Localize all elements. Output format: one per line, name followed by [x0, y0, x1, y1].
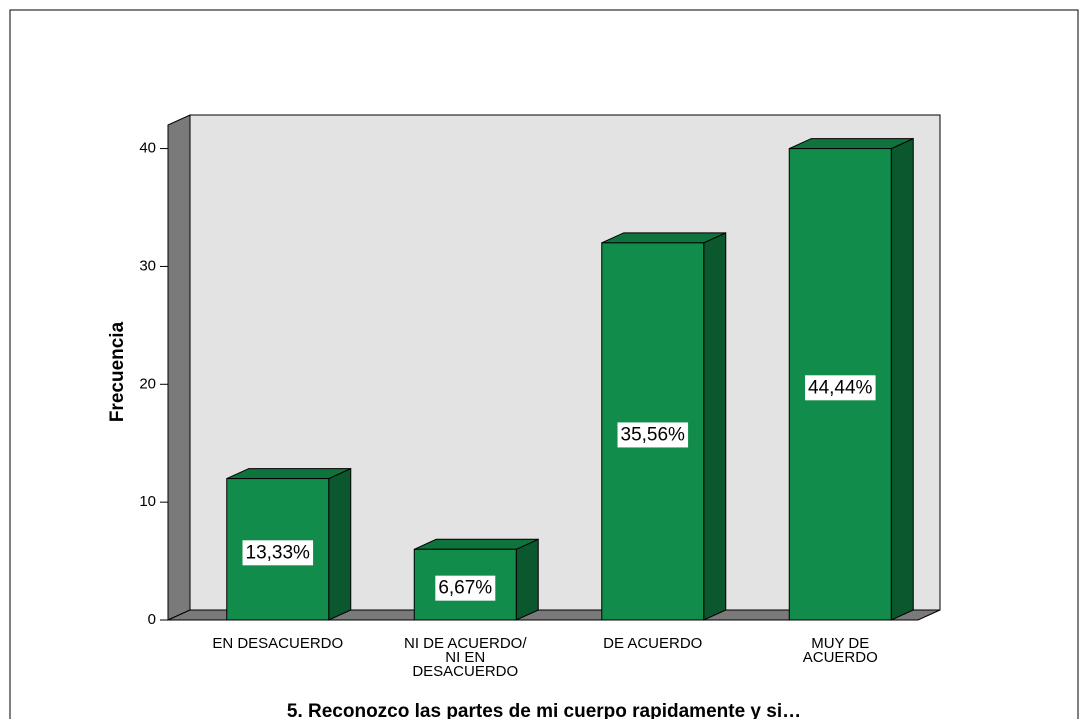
bar	[413, 538, 539, 621]
bar-side	[515, 538, 539, 621]
data-label: 35,56%	[621, 424, 686, 445]
y-tick-label: 20	[139, 375, 156, 392]
data-label: 6,67%	[438, 578, 492, 599]
data-label-box	[435, 575, 496, 601]
data-label-box	[242, 540, 314, 566]
bar-side	[703, 232, 727, 621]
data-label: 13,33%	[246, 542, 311, 563]
data-label: 44,44%	[808, 377, 873, 398]
x-tick-label: ACUERDO	[803, 649, 878, 666]
bar-side	[890, 137, 914, 621]
data-label-box	[805, 375, 876, 401]
data-label-box	[617, 422, 689, 448]
bar-top	[226, 468, 351, 480]
bar-top	[601, 232, 726, 244]
x-tick-label: NI DE ACUERDO/	[404, 635, 527, 652]
y-tick-label: 40	[139, 140, 156, 157]
x-tick-label: EN DESACUERDO	[212, 635, 343, 652]
y-tick-label: 0	[148, 611, 156, 628]
y-tick-label: 30	[139, 257, 156, 274]
bar-side	[328, 467, 352, 621]
bar-top	[414, 538, 539, 550]
bar-top	[789, 138, 914, 150]
x-axis-label: 5. Reconozco las partes de mi cuerpo rap…	[287, 701, 801, 719]
y-tick-label: 10	[139, 493, 156, 510]
x-tick-label: NI EN	[445, 649, 485, 666]
y-axis-label: Frecuencia	[107, 321, 128, 422]
left-wall	[167, 114, 191, 621]
x-tick-label: DESACUERDO	[412, 663, 518, 680]
x-tick-label: DE ACUERDO	[603, 635, 702, 652]
x-tick-label: MUY DE	[811, 635, 869, 652]
